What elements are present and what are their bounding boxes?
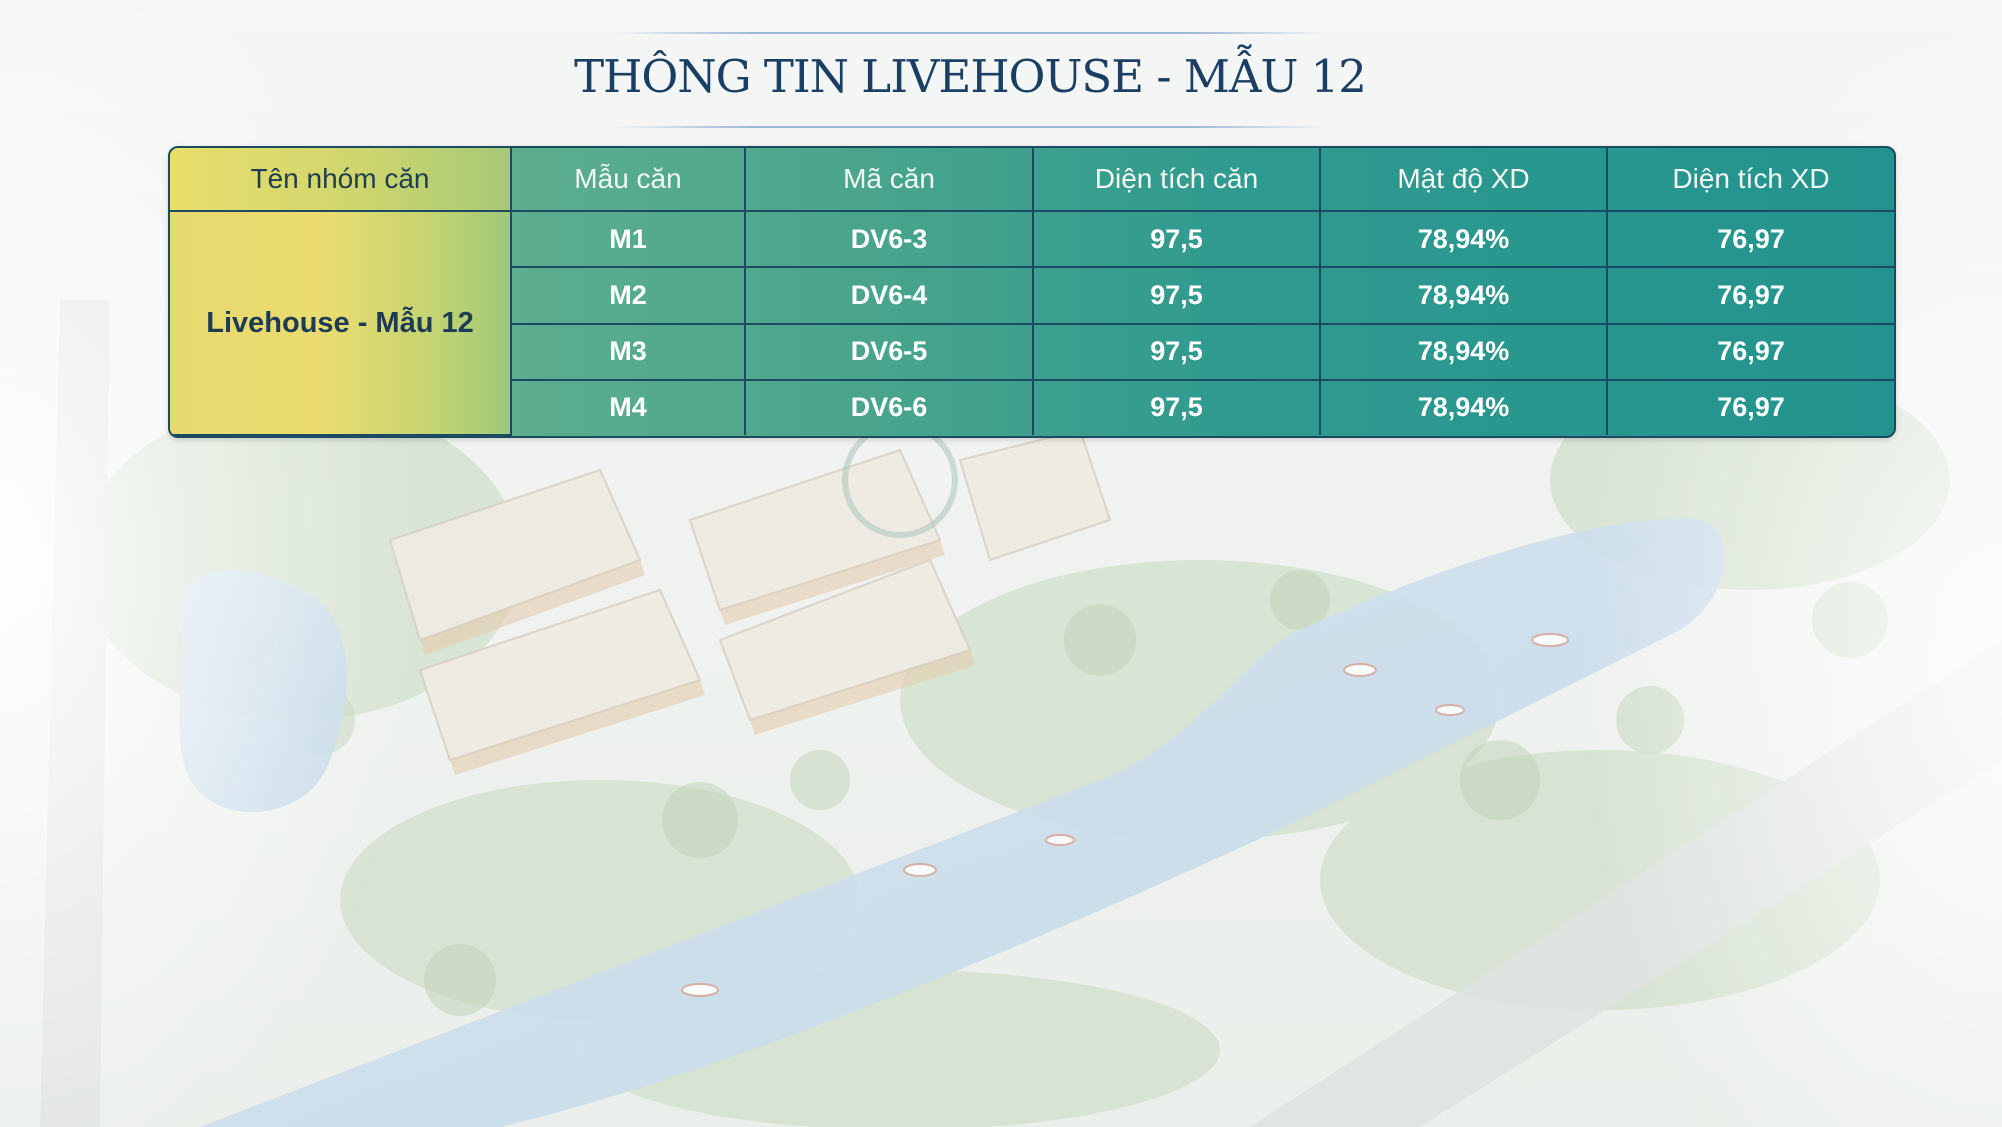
build-area-cell: 76,97 — [1606, 210, 1894, 269]
build-area-cell: 76,97 — [1606, 322, 1894, 381]
table-row: M3 DV6-5 97,5 78,94% 76,97 — [170, 322, 1894, 381]
table-row: M4 DV6-6 97,5 78,94% 76,97 — [170, 378, 1894, 435]
density-cell: 78,94% — [1319, 210, 1608, 269]
header-build-density: Mật độ XD — [1319, 148, 1608, 213]
build-area-cell: 76,97 — [1606, 266, 1894, 325]
code-cell: DV6-4 — [744, 266, 1034, 325]
title-divider-top — [610, 32, 1330, 34]
code-cell: DV6-5 — [744, 322, 1034, 381]
model-cell: M3 — [511, 322, 746, 381]
density-cell: 78,94% — [1319, 378, 1608, 435]
title-divider-bottom — [610, 126, 1330, 128]
header-model: Mẫu căn — [510, 148, 746, 213]
density-cell: 78,94% — [1319, 322, 1608, 381]
page-title: THÔNG TIN LIVEHOUSE - MẪU 12 — [574, 50, 1367, 103]
model-cell: M1 — [510, 210, 746, 269]
build-area-cell: 76,97 — [1606, 378, 1894, 435]
header-unit-area: Diện tích căn — [1032, 148, 1321, 213]
area-cell: 97,5 — [1032, 210, 1321, 269]
table-row: Livehouse - Mẫu 12 M1 DV6-3 97,5 78,94% … — [170, 210, 1894, 436]
unit-info-table: Tên nhóm căn Mẫu căn Mã căn Diện tích că… — [168, 146, 1896, 438]
model-cell: M2 — [511, 266, 746, 325]
group-name-cell: Livehouse - Mẫu 12 — [170, 210, 512, 436]
header-group-name: Tên nhóm căn — [170, 148, 512, 213]
model-cell: M4 — [511, 378, 746, 435]
density-cell: 78,94% — [1319, 266, 1608, 325]
title-block: THÔNG TIN LIVEHOUSE - MẪU 12 — [560, 28, 1380, 132]
area-cell: 97,5 — [1032, 378, 1321, 435]
area-cell: 97,5 — [1032, 322, 1321, 381]
table-header-row: Tên nhóm căn Mẫu căn Mã căn Diện tích că… — [170, 148, 1894, 213]
code-cell: DV6-6 — [744, 378, 1034, 435]
unit-table: Tên nhóm căn Mẫu căn Mã căn Diện tích că… — [170, 148, 1894, 436]
header-code: Mã căn — [744, 148, 1034, 213]
area-cell: 97,5 — [1032, 266, 1321, 325]
code-cell: DV6-3 — [744, 210, 1034, 269]
header-build-area: Diện tích XD — [1606, 148, 1894, 213]
table-row: M2 DV6-4 97,5 78,94% 76,97 — [170, 266, 1894, 325]
